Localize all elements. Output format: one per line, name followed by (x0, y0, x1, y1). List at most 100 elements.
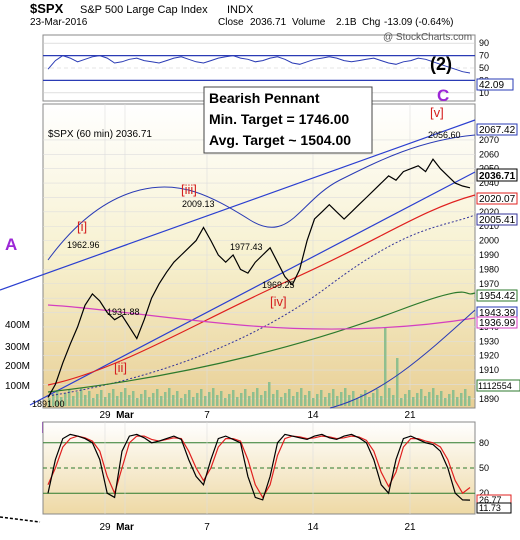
volume-bar (424, 396, 427, 406)
label-1962: 1962.96 (67, 240, 100, 250)
chart-date: 23-Mar-2016 (30, 17, 88, 28)
label-1969: 1969.25 (262, 280, 295, 290)
volume-bar (184, 394, 187, 406)
volume-bar (448, 394, 451, 406)
volume-bar (252, 392, 255, 406)
price-tick-8: 1990 (479, 250, 499, 260)
watermark: @ StockCharts.com (383, 32, 472, 43)
wave-v: [v] (430, 105, 444, 120)
volume-bar (388, 388, 391, 406)
volume-bar (336, 396, 339, 406)
wave-ii: [ii] (114, 360, 127, 375)
volume-bar (64, 393, 67, 406)
volume-label: Volume (292, 17, 326, 28)
volume-bar (56, 390, 59, 406)
ma-magenta (47, 304, 476, 330)
ma-red (47, 194, 476, 386)
volume-bar (328, 393, 331, 406)
volume-bar (128, 395, 131, 406)
volume-bar (452, 390, 455, 406)
volume-bar (332, 389, 335, 406)
volume-bar (368, 397, 371, 406)
volume-bar (180, 398, 183, 406)
avg-target: Avg. Target ~ 1504.00 (209, 132, 351, 148)
volume-bar (216, 395, 219, 406)
volume-bar (120, 392, 123, 406)
volume-bar (372, 393, 375, 406)
price-xtick-2: 7 (204, 410, 210, 421)
stoch-xtick-0: 29 (99, 522, 111, 533)
price-tick-0: 2070 (479, 135, 499, 145)
volume-bar (212, 388, 215, 406)
price-tick-14: 1930 (479, 336, 499, 346)
volume-bar (456, 397, 459, 406)
price-xtick-4: 21 (404, 410, 416, 421)
right-label-2067: 2067.42 (479, 125, 516, 136)
stoch-tick-1: 50 (479, 463, 489, 473)
change-label: Chg (362, 17, 380, 28)
trend-dotted (0, 516, 41, 523)
price-xtick-3: 14 (307, 410, 319, 421)
volume-bar (348, 395, 351, 406)
volume-bar (164, 392, 167, 406)
volume-bar (360, 394, 363, 406)
volume-bar (380, 396, 383, 406)
volume-bar (412, 397, 415, 406)
volume-bar (76, 392, 79, 406)
price-tick-5: 2020 (479, 207, 499, 217)
volume-bar (384, 328, 387, 406)
price-x-axis: 29 Mar 7 14 21 (99, 410, 416, 421)
ma-green (47, 291, 476, 393)
volume-bar (272, 394, 275, 406)
label-1931: 1931.88 (107, 307, 140, 317)
volume-value: 2.1B (336, 17, 357, 28)
wave-i: [i] (77, 219, 87, 234)
label-2056: 2056.60 (428, 130, 461, 140)
volume-bar (340, 392, 343, 406)
volume-bar (136, 398, 139, 406)
right-label-1936: 1936.99 (479, 318, 516, 329)
volume-bar (464, 389, 467, 406)
change-value: -13.09 (-0.64%) (384, 17, 453, 28)
volume-bar (400, 398, 403, 406)
volume-bar (264, 391, 267, 406)
volume-bar (376, 389, 379, 406)
volume-tick-3: 100M (5, 381, 30, 392)
volume-bar (176, 391, 179, 406)
price-xtick-1: Mar (116, 410, 134, 421)
exchange: INDX (227, 4, 254, 16)
volume-bar (236, 397, 239, 406)
volume-bar (352, 391, 355, 406)
volume-bar (168, 388, 171, 406)
stoch-xtick-3: 14 (307, 522, 319, 533)
stoch-xtick-2: 7 (204, 522, 210, 533)
right-label-2005: 2005.41 (479, 215, 516, 226)
volume-bar (260, 395, 263, 406)
volume-bar (444, 398, 447, 406)
channel-lower (29, 171, 476, 406)
volume-bar (172, 395, 175, 406)
volume-bar (280, 397, 283, 406)
volume-bar (140, 394, 143, 406)
price-tick-1: 2060 (479, 149, 499, 159)
price-line (47, 158, 471, 398)
volume-tick-1: 300M (5, 342, 30, 353)
volume-bar (420, 389, 423, 406)
price-tick-3: 2040 (479, 178, 499, 188)
wave-iv: [iv] (270, 294, 287, 309)
volume-bar (468, 396, 471, 406)
stoch-xtick-4: 21 (404, 522, 416, 533)
volume-bar (144, 390, 147, 406)
volume-ticks: 400M 300M 200M 100M (5, 320, 30, 392)
right-label-2036: 2036.71 (479, 171, 516, 182)
rsi-tick-4: 10 (479, 88, 489, 98)
volume-bar (428, 392, 431, 406)
volume-bar (404, 394, 407, 406)
volume-tick-2: 200M (5, 361, 30, 372)
rsi-tick-0: 90 (479, 38, 489, 48)
volume-bar (48, 398, 51, 406)
volume-bar (112, 389, 115, 406)
price-tick-16: 1910 (479, 365, 499, 375)
bearish-pennant-box (203, 86, 373, 154)
